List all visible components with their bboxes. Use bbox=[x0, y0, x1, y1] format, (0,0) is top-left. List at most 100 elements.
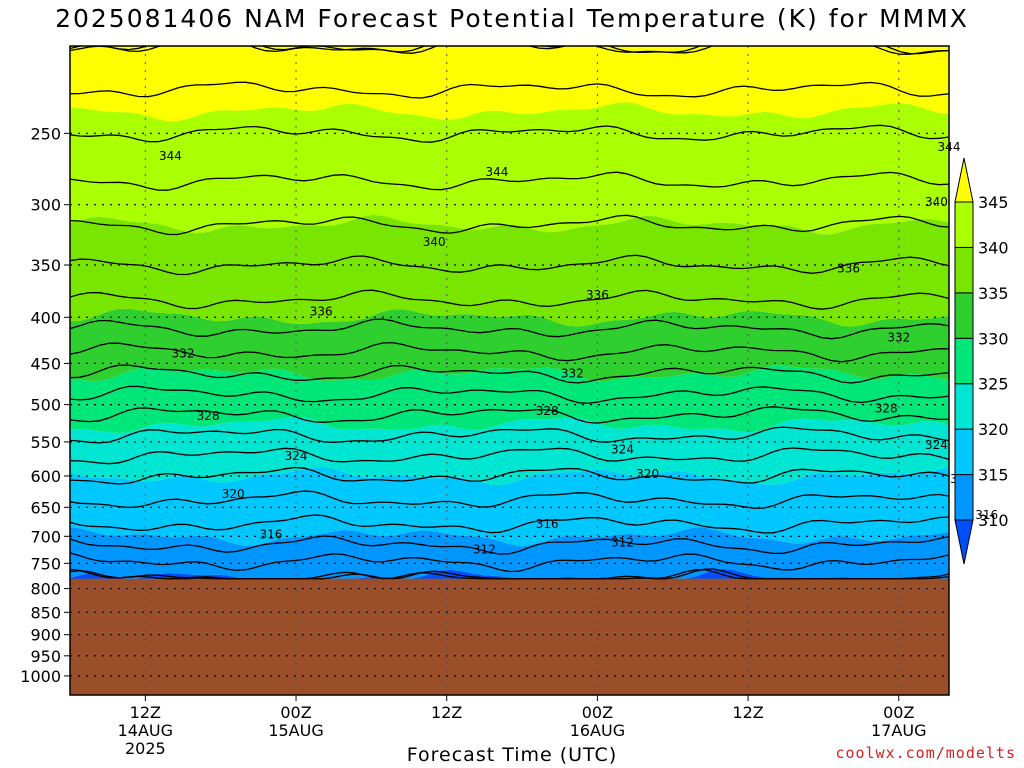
contour-316 bbox=[70, 514, 949, 534]
xtick-label: 14AUG bbox=[118, 721, 173, 740]
colorbar-segment bbox=[954, 246, 974, 294]
colorbar-segment bbox=[954, 292, 974, 339]
contour-label: 332 bbox=[561, 367, 584, 381]
theta-band-315 bbox=[70, 467, 949, 546]
ytick-label: 550 bbox=[30, 433, 61, 452]
ytick-label: 250 bbox=[30, 124, 61, 143]
colorbar-arrow-bottom bbox=[954, 519, 974, 565]
contour-label: 316 bbox=[536, 517, 559, 531]
contour-label: 320 bbox=[222, 487, 245, 501]
y-axis-ticks: 250 300 350 400 450 500 550 600 650 700 750 800 850 9… bbox=[20, 124, 70, 686]
contour-label: 336 bbox=[586, 288, 609, 302]
contour-label: 332 bbox=[172, 347, 195, 361]
contour-338 bbox=[70, 254, 949, 276]
ytick-label: 500 bbox=[30, 396, 61, 415]
contour-label: 324 bbox=[611, 443, 634, 457]
xtick-label: 12Z bbox=[130, 703, 161, 722]
contour-label: 344 bbox=[485, 165, 508, 179]
contour-324 bbox=[70, 426, 949, 444]
contour-label: 328 bbox=[875, 402, 898, 416]
contour-322 bbox=[70, 447, 949, 465]
xtick-label: 12Z bbox=[431, 703, 462, 722]
theta-contour-lines bbox=[70, 46, 949, 580]
contour-label: 324 bbox=[285, 449, 308, 463]
colorbar-segment bbox=[954, 337, 974, 385]
contour-330 bbox=[70, 364, 949, 384]
xtick-label: 00Z bbox=[280, 703, 311, 722]
xtick-label: 00Z bbox=[582, 703, 613, 722]
x-axis-label: Forecast Time (UTC) bbox=[406, 744, 618, 766]
colorbar-segment bbox=[954, 201, 974, 248]
colorbar-segment bbox=[954, 428, 974, 476]
colorbar-segment bbox=[954, 383, 974, 430]
xtick-label: 15AUG bbox=[268, 721, 323, 740]
contour-label: 328 bbox=[197, 409, 220, 423]
contour-310 bbox=[70, 568, 949, 580]
contour-346 bbox=[70, 81, 949, 99]
contour-label: 336 bbox=[310, 304, 333, 318]
contour-label: 336 bbox=[837, 261, 860, 275]
ytick-label: 650 bbox=[30, 498, 61, 517]
xtick-label: 16AUG bbox=[570, 721, 625, 740]
contour-label: 312 bbox=[611, 535, 634, 549]
colorbar-segment bbox=[954, 474, 974, 521]
colorbar-label: 335 bbox=[978, 284, 1009, 303]
contour-320 bbox=[70, 466, 949, 485]
contour-label: 344 bbox=[159, 149, 182, 163]
plot-frame bbox=[69, 45, 950, 696]
colorbar-label: 310 bbox=[978, 511, 1009, 530]
contour-336 bbox=[70, 289, 949, 310]
colorbar-label: 325 bbox=[978, 375, 1009, 394]
contour-328 bbox=[70, 385, 949, 404]
ytick-label: 1000 bbox=[20, 667, 61, 686]
contour-label: 324 bbox=[925, 438, 948, 452]
contour-label: 332 bbox=[887, 330, 910, 344]
ytick-label: 350 bbox=[30, 256, 61, 275]
colorbar-label: 330 bbox=[978, 329, 1009, 348]
contour-label: 316 bbox=[259, 528, 282, 542]
colorbar-arrow-top bbox=[954, 157, 974, 203]
contour-label: 312 bbox=[473, 543, 496, 557]
contour-326 bbox=[70, 406, 949, 424]
ytick-label: 800 bbox=[30, 580, 61, 599]
contour-label: 340 bbox=[423, 235, 446, 249]
ytick-label: 950 bbox=[30, 647, 61, 666]
contour-label: 316 bbox=[975, 508, 998, 522]
colorbar-label: 320 bbox=[978, 420, 1009, 439]
ytick-label: 400 bbox=[30, 308, 61, 327]
colorbar-label: 345 bbox=[978, 193, 1009, 212]
ytick-label: 750 bbox=[30, 554, 61, 573]
theta-band-335 bbox=[70, 214, 949, 327]
theta-band-340 bbox=[70, 102, 949, 235]
ground-fill bbox=[70, 578, 949, 695]
below-ground-area bbox=[70, 578, 949, 695]
ytick-label: 850 bbox=[30, 603, 61, 622]
contour-312 bbox=[70, 552, 949, 573]
xtick-label: 12Z bbox=[732, 703, 763, 722]
contour-318 bbox=[70, 490, 949, 509]
colorbar: 310 315 320 325 330 335 340 345 bbox=[954, 157, 1009, 565]
theta-band-310 bbox=[70, 527, 949, 579]
contour-340 bbox=[70, 214, 949, 236]
colorbar-label: 315 bbox=[978, 466, 1009, 485]
colorbar-label: 340 bbox=[978, 238, 1009, 257]
contour-label: 328 bbox=[536, 404, 559, 418]
theta-band-330 bbox=[70, 308, 949, 382]
contour-label: 320 bbox=[636, 467, 659, 481]
ytick-label: 450 bbox=[30, 354, 61, 373]
chart-title: 2025081406 NAM Forecast Potential Temper… bbox=[55, 4, 969, 33]
ytick-label: 700 bbox=[30, 527, 61, 546]
theta-band-345 bbox=[70, 46, 949, 122]
watermark-text: coolwx.com/modelts bbox=[835, 744, 1016, 762]
contour-314 bbox=[70, 535, 949, 555]
xtick-label: 17AUG bbox=[871, 721, 926, 740]
ytick-label: 600 bbox=[30, 467, 61, 486]
contour-332 bbox=[70, 341, 949, 363]
contour-344 bbox=[70, 124, 949, 143]
contour-label: 340 bbox=[925, 195, 948, 209]
xtick-label: 2025 bbox=[125, 739, 166, 758]
ytick-label: 900 bbox=[30, 626, 61, 645]
ytick-label: 300 bbox=[30, 196, 61, 215]
